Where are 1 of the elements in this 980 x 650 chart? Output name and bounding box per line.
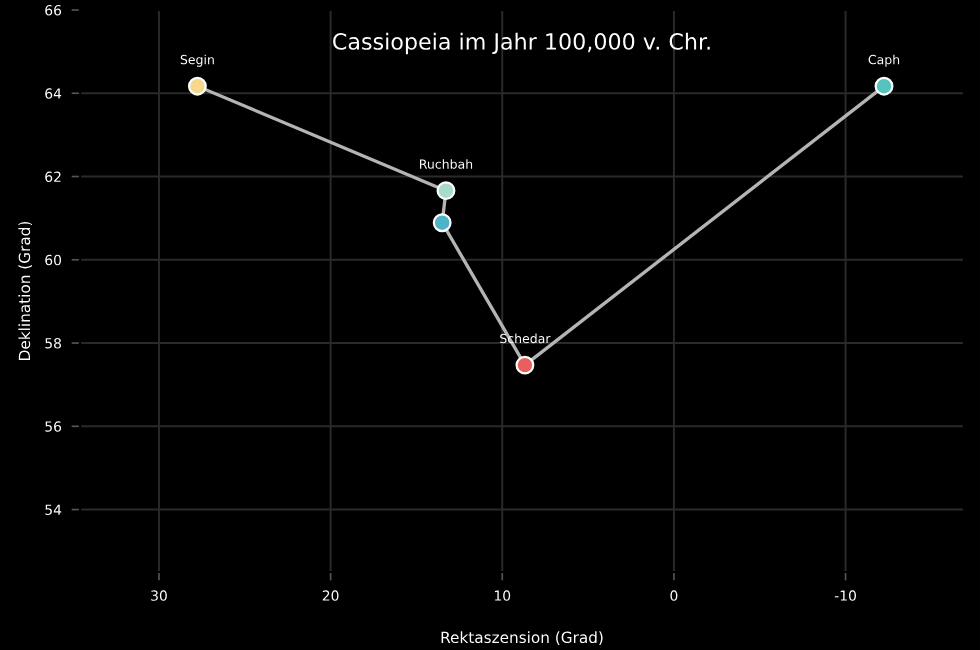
text: Cassiopeia im Jahr 100,000 v. Chr.	[333, 32, 710, 55]
